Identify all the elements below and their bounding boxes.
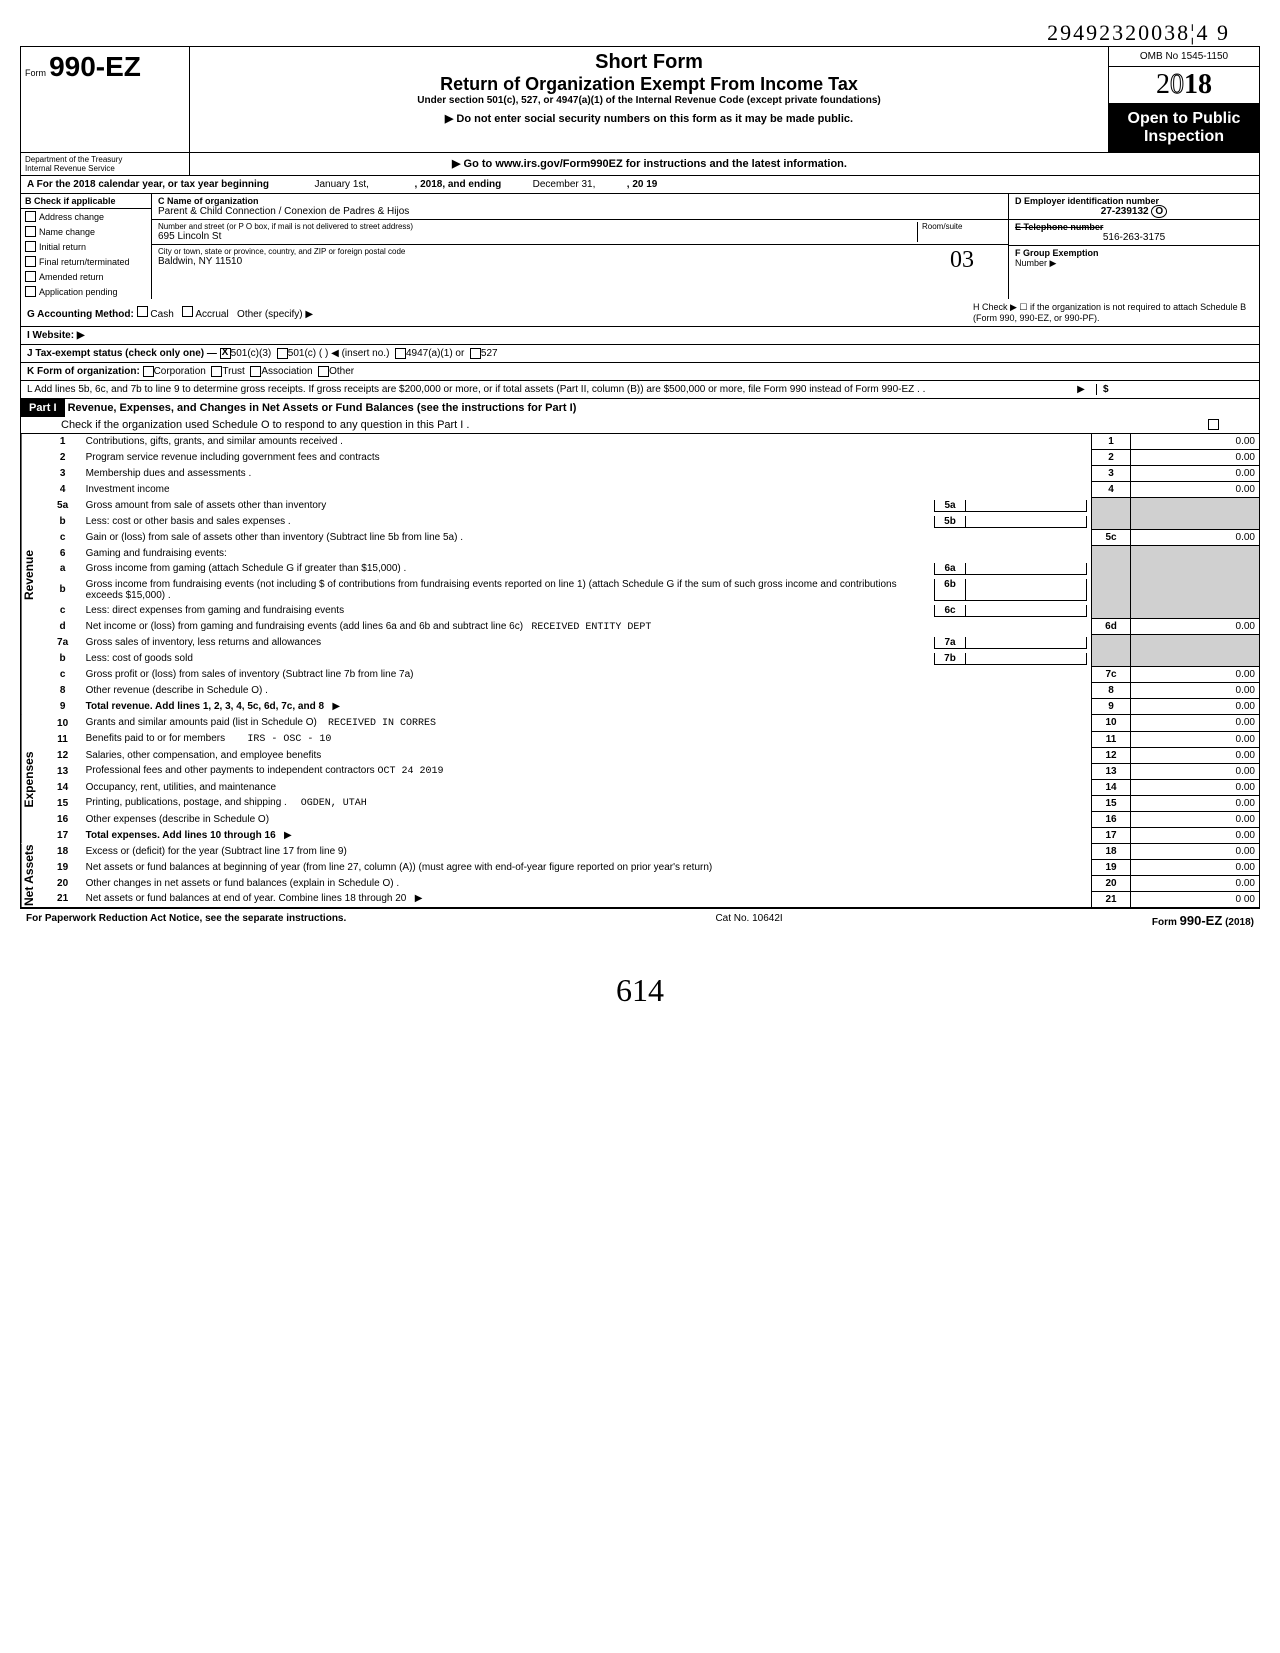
check-527[interactable] [470, 348, 481, 359]
line-l: L Add lines 5b, 6c, and 7b to line 9 to … [20, 381, 1260, 399]
line-1-value: 0.00 [1131, 434, 1260, 450]
line-20-value: 0.00 [1131, 875, 1260, 891]
check-name-change[interactable]: Name change [21, 224, 151, 239]
open-public-label: Open to Public Inspection [1109, 104, 1259, 152]
line-a-tax-year: A For the 2018 calendar year, or tax yea… [20, 176, 1260, 194]
line-10-value: 0.00 [1131, 715, 1260, 731]
line-5c-value: 0.00 [1131, 530, 1260, 546]
line-11-value: 0.00 [1131, 731, 1260, 747]
phone-value: 516-263-3175 [1015, 232, 1253, 243]
return-title: Return of Organization Exempt From Incom… [198, 74, 1100, 95]
date-stamp: OCT 24 2019 [377, 766, 443, 777]
check-cash[interactable] [137, 306, 148, 317]
omb-number: OMB No 1545-1150 [1109, 47, 1259, 67]
addr-label: Number and street (or P O box, if mail i… [158, 222, 917, 231]
line-2-value: 0.00 [1131, 450, 1260, 466]
check-accrual[interactable] [182, 306, 193, 317]
check-501c3[interactable] [220, 348, 231, 359]
dept-treasury: Department of the Treasury Internal Reve… [21, 153, 190, 175]
check-address-change[interactable]: Address change [21, 209, 151, 224]
ogden-stamp: OGDEN, UTAH [301, 798, 367, 809]
check-trust[interactable] [211, 366, 222, 377]
section-d-label: D Employer identification number [1015, 196, 1253, 206]
revenue-side-label: Revenue [21, 434, 44, 715]
subtitle: Under section 501(c), 527, or 4947(a)(1)… [198, 95, 1100, 106]
line-g: G Accounting Method: Cash Accrual Other … [20, 299, 1260, 327]
line-3-value: 0.00 [1131, 466, 1260, 482]
irs-osc-stamp: IRS - OSC - 10 [247, 734, 331, 745]
check-corporation[interactable] [143, 366, 154, 377]
expenses-side-label: Expenses [21, 715, 44, 844]
section-f-label: F Group Exemption [1015, 248, 1253, 258]
line-19-value: 0.00 [1131, 859, 1260, 875]
line-13-value: 0.00 [1131, 763, 1260, 779]
line-h: H Check ▶ ☐ if the organization is not r… [973, 302, 1253, 323]
line-16-value: 0.00 [1131, 811, 1260, 827]
line-12-value: 0.00 [1131, 747, 1260, 763]
check-4947[interactable] [395, 348, 406, 359]
part-1-header: Part I Revenue, Expenses, and Changes in… [20, 399, 1260, 434]
received-stamp-2: RECEIVED IN CORRES [328, 718, 436, 729]
ein-value: 27-239132 O [1015, 206, 1253, 217]
line-21-value: 0 00 [1131, 891, 1260, 907]
check-association[interactable] [250, 366, 261, 377]
instruction-2: ▶ Go to www.irs.gov/Form990EZ for instru… [190, 153, 1109, 175]
org-address: 695 Lincoln St [158, 231, 917, 242]
line-7c-value: 0.00 [1131, 667, 1260, 683]
form-prefix: Form [25, 68, 46, 78]
line-9-value: 0.00 [1131, 699, 1260, 715]
line-18-value: 0.00 [1131, 844, 1260, 860]
org-info-grid: B Check if applicable Address change Nam… [20, 194, 1260, 299]
line-4-value: 0.00 [1131, 482, 1260, 498]
line-6d-value: 0.00 [1131, 619, 1260, 635]
check-amended[interactable]: Amended return [21, 269, 151, 284]
line-15-value: 0.00 [1131, 795, 1260, 811]
section-f-label2: Number ▶ [1015, 258, 1253, 269]
org-city: Baldwin, NY 11510 [158, 256, 922, 267]
top-stamp-number: 29492320038¦4 9 [20, 20, 1260, 46]
form-header: Form 990-EZ Short Form Return of Organiz… [20, 46, 1260, 153]
check-application-pending[interactable]: Application pending [21, 284, 151, 299]
city-label: City or town, state or province, country… [158, 247, 922, 256]
line-j: J Tax-exempt status (check only one) — 5… [20, 345, 1260, 363]
section-e-label: E Telephone number [1015, 222, 1253, 232]
footer: For Paperwork Reduction Act Notice, see … [20, 908, 1260, 932]
handwritten-number: 614 [20, 972, 1260, 1009]
check-final-return[interactable]: Final return/terminated [21, 254, 151, 269]
check-501c[interactable] [277, 348, 288, 359]
short-form-label: Short Form [198, 51, 1100, 74]
line-14-value: 0.00 [1131, 779, 1260, 795]
check-other-org[interactable] [318, 366, 329, 377]
received-stamp-1: RECEIVED ENTITY DEPT [531, 622, 651, 633]
net-assets-side-label: Net Assets [21, 844, 44, 907]
line-8-value: 0.00 [1131, 683, 1260, 699]
check-schedule-o[interactable] [1208, 419, 1219, 430]
form-number: 990-EZ [49, 51, 141, 82]
section-b-header: B Check if applicable [21, 194, 151, 209]
line-17-value: 0.00 [1131, 827, 1260, 843]
org-name: Parent & Child Connection / Conexion de … [158, 206, 1002, 217]
instruction-1: ▶ Do not enter social security numbers o… [198, 112, 1100, 125]
line-k: K Form of organization: Corporation Trus… [20, 363, 1260, 381]
room-handwritten: 03 [922, 247, 1002, 274]
room-suite-label: Room/suite [917, 222, 1002, 242]
line-i: I Website: ▶ [20, 327, 1260, 345]
section-c-label: C Name of organization [158, 196, 1002, 206]
tax-year: 2018 [1109, 67, 1259, 104]
check-initial-return[interactable]: Initial return [21, 239, 151, 254]
